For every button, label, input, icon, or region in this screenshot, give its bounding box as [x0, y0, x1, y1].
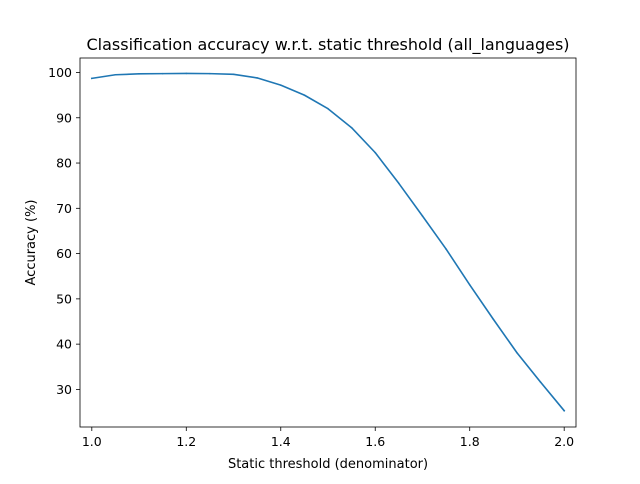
y-axis-label: Accuracy (%): [24, 200, 39, 286]
data-point: [161, 72, 164, 75]
data-point: [209, 72, 211, 75]
x-tick-label: 1.8: [460, 434, 480, 449]
x-axis-label: Static threshold (denominator): [228, 457, 428, 472]
y-tick-label: 50: [56, 291, 72, 306]
chart-title: Classification accuracy w.r.t. static th…: [86, 35, 569, 55]
x-tick-label: 1.0: [82, 434, 102, 449]
data-point: [303, 94, 306, 96]
plot-series: [90, 72, 566, 412]
y-tick-label: 100: [48, 65, 72, 80]
x-tick-label: 1.6: [365, 434, 385, 449]
data-point: [114, 73, 117, 76]
y-axis-ticks: 30 40 50 60 70 80 90 100: [48, 65, 80, 397]
data-point: [185, 72, 188, 75]
x-tick-label: 2.0: [554, 434, 574, 449]
data-point: [516, 351, 518, 354]
data-point: [327, 107, 329, 110]
data-point: [256, 77, 258, 79]
y-tick-label: 70: [56, 201, 72, 216]
data-point: [91, 77, 93, 80]
y-tick-label: 30: [56, 382, 72, 397]
x-tick-label: 1.4: [271, 434, 291, 449]
y-tick-label: 90: [56, 110, 72, 125]
data-point: [374, 151, 377, 154]
data-point: [421, 215, 424, 217]
x-tick-label: 1.2: [176, 434, 196, 449]
y-tick-label: 80: [56, 156, 72, 171]
data-point: [350, 126, 353, 129]
data-point: [279, 84, 282, 86]
data-point: [398, 182, 400, 185]
x-axis-ticks: 1.0 1.2 1.4 1.6 1.8 2.0: [82, 427, 574, 449]
data-point: [445, 248, 447, 250]
data-point: [492, 318, 495, 321]
data-point: [138, 73, 140, 75]
y-tick-label: 40: [56, 337, 72, 352]
plot-frame: [79, 57, 577, 428]
data-point: [468, 284, 471, 286]
data-point: [563, 409, 565, 412]
y-tick-label: 60: [56, 246, 72, 261]
data-point: [539, 381, 542, 383]
data-point: [232, 73, 235, 76]
